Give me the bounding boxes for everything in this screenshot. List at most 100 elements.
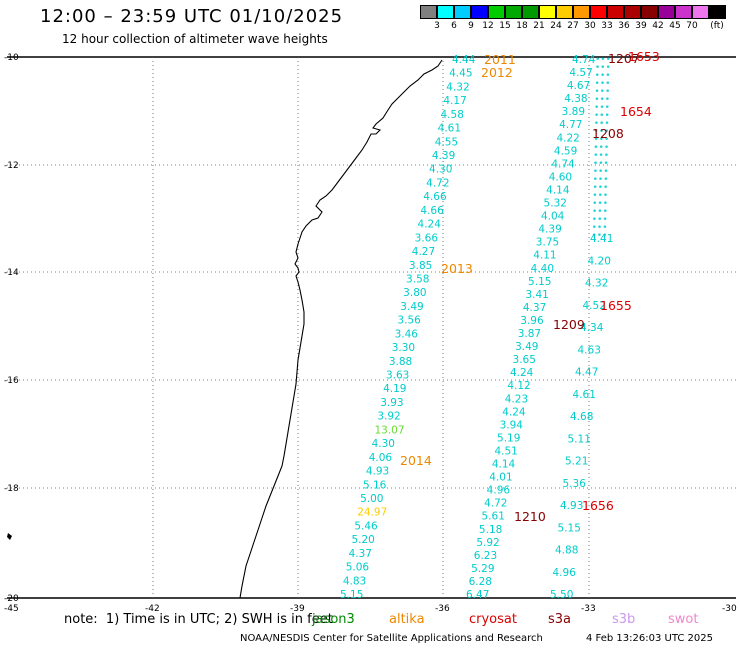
wave-height-value: 4.45: [449, 68, 472, 80]
overlap-track-glyphs: •••: [595, 71, 611, 81]
pass-time-label: 2011: [484, 52, 516, 67]
wave-height-value: 24.97: [357, 507, 387, 519]
wave-height-value: 4.77: [559, 119, 582, 131]
wave-height-value: 3.58: [406, 273, 429, 285]
wave-height-value: 4.24: [510, 367, 534, 379]
wave-height-value: 4.32: [585, 278, 608, 290]
colorbar-label: 33: [601, 21, 613, 31]
latitude-label: -20: [4, 594, 19, 604]
wave-height-value: 4.47: [575, 367, 598, 379]
wave-height-value: 5.50: [550, 589, 573, 601]
colorbar-swatch: [658, 5, 675, 19]
latitude-label: -16: [4, 376, 19, 386]
wave-height-value: 4.40: [531, 263, 554, 275]
wave-height-value: 4.20: [588, 255, 611, 267]
overlap-track-glyphs: •••: [594, 87, 610, 97]
longitude-label: -36: [435, 604, 450, 614]
colorbar-label: 18: [516, 21, 528, 31]
wave-height-value: 3.41: [525, 289, 548, 301]
wave-height-value: 4.66: [420, 205, 444, 217]
wave-height-value: 4.61: [438, 123, 461, 135]
pass-time-label: 1210: [514, 509, 546, 524]
satellite-legend-altika: altika: [389, 612, 425, 627]
wave-height-value: 6.47: [466, 589, 489, 601]
pass-time-label: 1654: [620, 104, 652, 119]
wave-height-value: 4.96: [553, 567, 577, 579]
wave-height-value: 3.96: [520, 315, 544, 327]
wave-height-value: 4.66: [423, 191, 447, 203]
lat-lon-grid: [7, 57, 736, 598]
wave-height-value: 4.01: [489, 472, 512, 484]
overlap-track-glyphs: •••: [592, 183, 608, 193]
wave-height-value: 4.96: [487, 485, 511, 497]
colorbar-swatch: [692, 5, 709, 19]
pass-time-label: 1209: [553, 317, 585, 332]
wave-height-value: 5.19: [497, 432, 520, 444]
overlap-track-glyphs: •••: [595, 55, 611, 65]
wave-height-value: 4.39: [432, 150, 455, 162]
map-frame: [7, 56, 736, 599]
wave-height-value: 5.11: [568, 433, 591, 445]
wave-height-value: 5.32: [544, 198, 567, 210]
wave-height-value: 3.63: [386, 370, 409, 382]
satellite-legend-s3b: s3b: [612, 612, 636, 627]
credit-text: NOAA/NESDIS Center for Satellite Applica…: [240, 633, 543, 644]
wave-height-value: 4.88: [555, 545, 578, 557]
colorbar-label: 70: [686, 21, 698, 31]
latitude-label: -10: [4, 53, 19, 63]
colorbar-swatch: [675, 5, 692, 19]
colorbar-label: 12: [482, 21, 494, 31]
wave-height-value: 4.14: [546, 184, 570, 196]
colorbar-label: 45: [669, 21, 681, 31]
wave-height-value: 4.93: [560, 500, 583, 512]
pass-time-label: 1207: [608, 51, 640, 66]
wave-height-value: 3.65: [513, 354, 536, 366]
wave-height-value: 4.63: [578, 344, 601, 356]
footnote: note: 1) Time is in UTC; 2) SWH is in fe…: [64, 612, 333, 627]
latitude-label: -14: [4, 268, 19, 278]
wave-height-value: 4.52: [583, 300, 606, 312]
wave-height-value: 4.17: [443, 95, 466, 107]
wave-height-value: 4.30: [429, 164, 452, 176]
longitude-label: -45: [4, 604, 19, 614]
wave-height-value: 5.15: [558, 522, 581, 534]
wave-height-value: 4.37: [349, 548, 372, 560]
overlap-track-glyphs: •••: [594, 127, 610, 137]
colorbar-label: 6: [451, 21, 457, 31]
overlap-track-glyphs: •••: [595, 63, 611, 73]
wave-height-value: 5.36: [563, 478, 587, 490]
longitude-labels: -45 -42 -39 -36 -33 -30: [4, 604, 737, 614]
wave-height-value: 4.38: [564, 93, 587, 105]
pass-time-label: 1655: [600, 298, 632, 313]
colorbar-swatch: [573, 5, 590, 19]
colorbar-swatch: [607, 5, 624, 19]
wave-height-value: 4.74: [551, 158, 575, 170]
colorbar-label: 3: [434, 21, 440, 31]
latitude-label: -18: [4, 484, 19, 494]
wave-height-value: 5.20: [351, 534, 374, 546]
wave-height-value: 4.55: [435, 136, 458, 148]
wave-height-value: 5.15: [340, 589, 363, 601]
wave-height-value: 4.39: [538, 224, 561, 236]
pass-time-label: 1208: [592, 126, 624, 141]
wave-height-value: 4.51: [494, 445, 517, 457]
wave-height-value: 4.72: [426, 177, 449, 189]
wave-height-value: 5.15: [528, 276, 551, 288]
wave-height-value: 5.16: [363, 479, 387, 491]
page-subtitle: 12 hour collection of altimeter wave hei…: [62, 32, 328, 46]
wave-height-value: 3.49: [400, 301, 423, 313]
wave-height-value: 3.56: [397, 315, 421, 327]
overlap-track-glyphs: •••: [594, 95, 610, 105]
longitude-label: -33: [581, 604, 596, 614]
colorbar-swatch: [539, 5, 556, 19]
colorbar-label: 36: [618, 21, 630, 31]
wave-height-value: 6.23: [474, 550, 497, 562]
page-title: 12:00 – 23:59 UTC 01/10/2025: [40, 6, 344, 27]
wave-height-value: 3.80: [403, 287, 426, 299]
wave-height-value: 3.92: [377, 411, 400, 423]
wave-height-value: 5.46: [354, 520, 378, 532]
wave-height-value: 4.34: [580, 322, 604, 334]
island: [7, 533, 12, 540]
satellite-legend-jason3: jason3: [312, 612, 355, 627]
